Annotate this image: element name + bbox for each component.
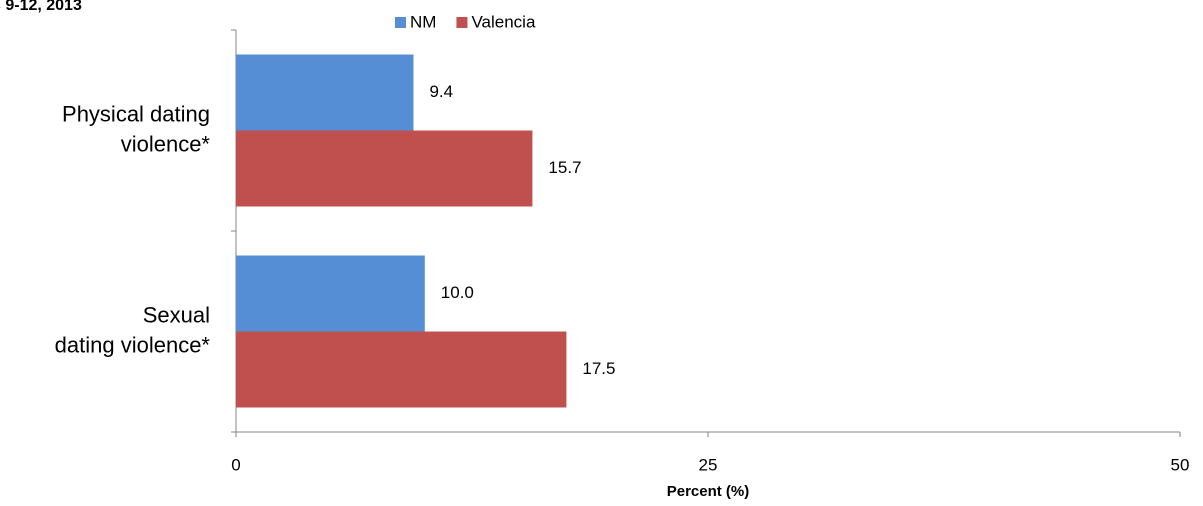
legend-label: NM bbox=[410, 12, 436, 31]
chart-title: s 9-12, 2013 bbox=[0, 0, 82, 14]
y-tick-label: Physical dating bbox=[62, 101, 210, 126]
x-axis-label: Percent (%) bbox=[667, 483, 750, 500]
y-tick-label: Sexual bbox=[143, 302, 210, 327]
data-label: 10.0 bbox=[441, 283, 474, 302]
x-tick-label: 50 bbox=[1171, 455, 1190, 474]
legend-swatch bbox=[456, 17, 468, 28]
y-tick-label: violence* bbox=[121, 131, 211, 156]
legend-label: Valencia bbox=[471, 12, 535, 31]
x-tick-label: 0 bbox=[231, 455, 240, 474]
data-label: 9.4 bbox=[429, 82, 453, 101]
bar bbox=[236, 54, 414, 131]
data-label: 17.5 bbox=[582, 359, 615, 378]
y-tick-label: dating violence* bbox=[55, 332, 211, 357]
bar bbox=[236, 255, 425, 332]
bar bbox=[236, 130, 533, 207]
bar bbox=[236, 331, 567, 408]
x-tick-label: 25 bbox=[699, 455, 718, 474]
legend-swatch bbox=[395, 17, 406, 28]
data-label: 15.7 bbox=[548, 158, 581, 177]
